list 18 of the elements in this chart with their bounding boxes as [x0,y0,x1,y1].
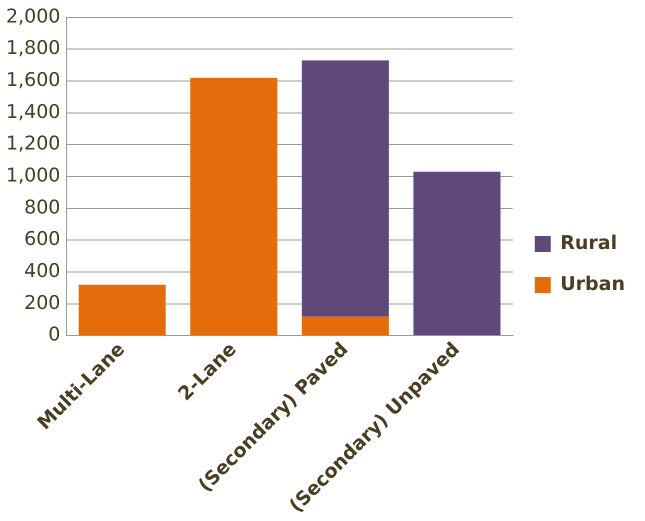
y-tick-label: 800 [24,196,60,218]
y-tick-label: 200 [24,292,60,314]
bar [302,60,389,317]
bar [78,284,166,336]
bar [190,78,278,336]
y-tick-label: 1,200 [6,132,60,155]
y-tick-label: 2,000 [6,5,60,28]
bar [302,316,389,336]
y-tick-label: 1,800 [6,37,60,60]
legend-label: Rural [560,232,618,254]
y-tick-label: 1,000 [6,164,60,186]
legend-label: Urban [560,272,626,295]
bar [413,172,500,336]
y-tick-label: 0 [48,324,60,346]
y-tick-label: 600 [24,228,60,250]
y-tick-label: 400 [24,260,60,282]
y-tick-label: 1,400 [6,100,60,123]
y-tick-label: 1,600 [6,68,60,91]
